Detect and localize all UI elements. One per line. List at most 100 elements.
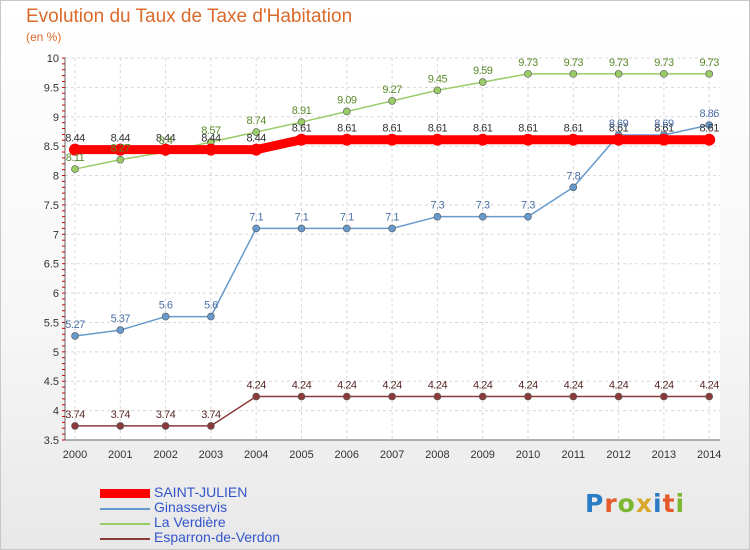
x-tick-label: 2005 <box>289 449 313 461</box>
data-point <box>207 312 215 321</box>
y-tick-label: 7.5 <box>44 200 59 212</box>
data-label: 7.3 <box>431 200 445 212</box>
data-label: 8.61 <box>564 123 584 135</box>
x-tick-label: 2009 <box>470 449 494 461</box>
data-label: 8.44 <box>65 133 85 145</box>
data-label: 9.73 <box>518 57 538 69</box>
data-label: 8.61 <box>428 123 448 135</box>
data-point <box>569 392 578 401</box>
data-label: 5.6 <box>159 300 173 312</box>
data-label: 8.57 <box>201 125 221 137</box>
data-point <box>297 392 306 401</box>
x-tick-label: 2000 <box>63 449 87 461</box>
y-tick-label: 9 <box>53 112 59 124</box>
data-label: 8.4 <box>159 135 173 147</box>
data-point <box>71 332 79 340</box>
data-point <box>614 392 623 401</box>
logo-letter: t <box>662 489 676 518</box>
chart-subtitle: (en %) <box>26 30 62 44</box>
logo-letter: x <box>635 489 653 518</box>
data-label: 4.24 <box>609 380 629 392</box>
data-label: 8.44 <box>246 133 266 145</box>
legend-swatch <box>100 489 150 498</box>
data-point <box>252 128 261 136</box>
data-point <box>478 392 487 401</box>
data-label: 7.1 <box>340 211 354 223</box>
data-label: 4.24 <box>699 380 719 392</box>
data-label: 8.44 <box>156 133 176 145</box>
data-label: 5.37 <box>111 313 131 325</box>
data-label: 7.1 <box>249 211 263 223</box>
data-point <box>433 86 442 95</box>
data-label: 3.74 <box>156 409 176 421</box>
logo-letter: o <box>617 489 636 518</box>
data-label: 4.24 <box>564 380 584 392</box>
data-label: 5.6 <box>204 300 218 312</box>
y-tick-label: 7 <box>53 229 59 241</box>
legend-swatch <box>100 508 150 510</box>
data-label: 8.61 <box>699 123 719 135</box>
data-point <box>431 133 444 146</box>
logo-letter: i <box>653 489 663 518</box>
data-point <box>159 143 172 156</box>
data-label: 9.27 <box>382 84 402 96</box>
data-label: 4.24 <box>246 380 266 392</box>
data-label: 4.24 <box>473 380 493 392</box>
data-label: 4.24 <box>337 380 357 392</box>
data-label: 9.73 <box>654 57 674 69</box>
data-point <box>207 422 215 430</box>
y-tick-label: 8.5 <box>44 141 59 153</box>
data-label: 3.74 <box>111 409 131 421</box>
legend-label: La Verdière <box>154 514 226 530</box>
data-label: 8.86 <box>699 108 719 120</box>
data-label: 9.73 <box>699 57 719 69</box>
data-label: 8.61 <box>337 123 357 135</box>
data-point <box>342 107 351 116</box>
data-point <box>71 165 79 173</box>
y-tick-label: 5.5 <box>44 317 59 329</box>
data-label: 7.1 <box>385 211 399 223</box>
y-tick-label: 4.5 <box>44 376 59 388</box>
data-label: 5.27 <box>65 319 85 331</box>
x-tick-label: 2002 <box>153 449 177 461</box>
y-tick-label: 4 <box>53 406 59 418</box>
data-label: 8.69 <box>609 118 629 130</box>
data-point <box>252 224 261 233</box>
data-point <box>567 133 580 146</box>
legend-label: SAINT-JULIEN <box>154 484 248 500</box>
data-point <box>660 392 668 401</box>
x-tick-label: 2013 <box>652 449 676 461</box>
data-point <box>478 78 487 86</box>
data-point <box>116 422 125 430</box>
chart-title: Evolution du Taux de Taxe d'Habitation <box>26 6 353 27</box>
data-point <box>204 143 217 156</box>
y-tick-label: 10 <box>47 53 59 65</box>
data-point <box>297 118 306 126</box>
data-label: 4.24 <box>654 380 674 392</box>
data-label: 9.73 <box>564 57 584 69</box>
data-label: 7.8 <box>566 170 580 182</box>
data-point <box>297 224 306 233</box>
data-point <box>705 70 714 78</box>
x-tick-label: 2004 <box>244 449 268 461</box>
data-label: 8.11 <box>66 152 85 164</box>
data-label: 8.74 <box>246 115 266 127</box>
data-label: 9.45 <box>428 73 448 85</box>
data-point <box>161 422 170 430</box>
data-label: 8.91 <box>292 105 312 117</box>
data-label: 8.69 <box>654 118 674 130</box>
data-label: 8.61 <box>473 123 493 135</box>
data-label: 9.59 <box>473 65 493 77</box>
data-point <box>569 183 578 192</box>
data-point <box>71 422 79 430</box>
data-point <box>569 70 578 78</box>
data-label: 8.44 <box>201 133 221 145</box>
y-tick-label: 5 <box>53 347 59 359</box>
data-label: 4.24 <box>292 380 312 392</box>
x-tick-label: 2011 <box>561 449 585 461</box>
x-tick-label: 2012 <box>606 449 630 461</box>
x-tick-label: 2010 <box>516 449 540 461</box>
legend-swatch <box>100 523 150 525</box>
x-tick-label: 2008 <box>425 449 449 461</box>
